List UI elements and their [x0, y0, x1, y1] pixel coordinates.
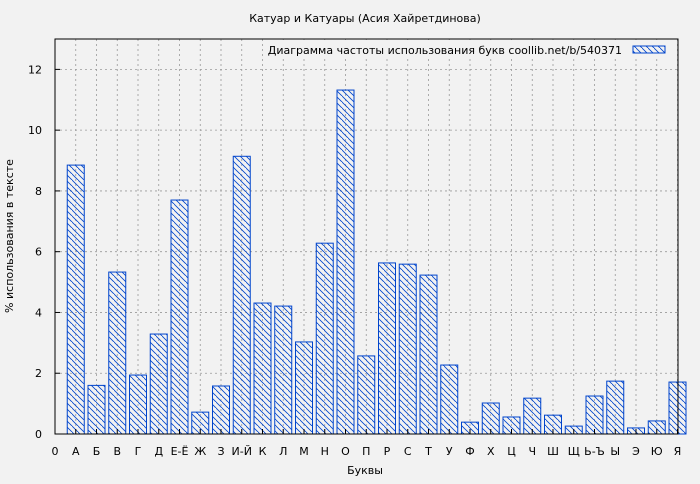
plot-frame [54, 38, 679, 435]
x-tick-label: П [362, 445, 370, 458]
x-tick-label: У [446, 445, 453, 458]
bar-Ь-Ъ [585, 395, 604, 435]
bar-Д [149, 333, 168, 435]
y-tick-label: 8 [35, 185, 42, 198]
bar-П [357, 355, 376, 435]
x-tick-label: Э [632, 445, 640, 458]
x-tick-label: Я [674, 445, 682, 458]
bar-С [398, 263, 417, 435]
x-tick-label: Щ [568, 445, 580, 458]
x-tick-label: Ж [194, 445, 206, 458]
x-tick-label: А [72, 445, 80, 458]
x-tick-label: Ф [465, 445, 474, 458]
bar-Ы [606, 380, 625, 435]
x-tick-label-origin: 0 [52, 445, 59, 458]
y-tick-label: 0 [35, 428, 42, 441]
axes: 0 2 4 6 8 10 12 А Б В Г Д Е-Ё Ж З И-Й К Л М Н О П Р С Т У Ф Х Ц Ч Ш Щ Ь-… [28, 63, 681, 458]
x-tick-label: Ш [547, 445, 559, 458]
bar-Л [274, 305, 293, 435]
y-tick-label: 6 [35, 246, 42, 259]
chart-title: Катуар и Катуары (Асия Хайретдинова) [249, 12, 481, 25]
x-tick-label: Ц [507, 445, 516, 458]
x-tick-label: Е-Ё [171, 445, 189, 458]
y-tick-label: 10 [28, 124, 42, 137]
x-tick-label: Д [154, 445, 163, 458]
bar-Б [87, 384, 106, 435]
y-tick-label: 12 [28, 63, 42, 76]
x-tick-label: М [299, 445, 309, 458]
x-tick-label: Ы [610, 445, 620, 458]
x-tick-label: Ю [651, 445, 663, 458]
x-tick-label: И-Й [232, 445, 252, 458]
legend-background [276, 40, 676, 58]
y-tick-label: 4 [35, 306, 42, 319]
bar-Ч [523, 397, 542, 435]
bar-З [212, 385, 230, 435]
grid [55, 39, 678, 434]
x-tick-label: Х [487, 445, 495, 458]
x-tick-label: В [113, 445, 121, 458]
x-tick-label: С [404, 445, 412, 458]
bar-Н [315, 242, 334, 435]
bar-К [253, 302, 272, 435]
x-tick-label: Т [424, 445, 432, 458]
x-tick-label: З [217, 445, 224, 458]
legend-swatch [632, 45, 666, 54]
x-tick-label: Р [384, 445, 391, 458]
x-tick-label: Б [93, 445, 101, 458]
bar-Е-Ё [170, 199, 189, 435]
bar-У [440, 364, 459, 435]
x-tick-label: К [259, 445, 267, 458]
bar-В [108, 271, 127, 435]
x-tick-label: Н [321, 445, 329, 458]
x-tick-label: О [341, 445, 350, 458]
legend-label: Диаграмма частоты использования букв coo… [268, 44, 622, 57]
bar-А [66, 164, 85, 435]
bar-Т [419, 274, 438, 435]
bar-О [336, 89, 355, 435]
y-tick-label: 2 [35, 367, 42, 380]
x-tick-label: Л [279, 445, 287, 458]
bar-И-Й [232, 155, 251, 435]
y-axis-label: % использования в тексте [3, 159, 16, 313]
bar-Г [129, 374, 147, 435]
x-tick-label: Ч [528, 445, 536, 458]
bars [66, 89, 687, 435]
x-axis-label: Буквы [347, 464, 383, 477]
x-tick-label: Г [135, 445, 142, 458]
bar-М [295, 341, 313, 435]
x-tick-label: Ь-Ъ [584, 445, 605, 458]
bar-Р [378, 262, 396, 435]
